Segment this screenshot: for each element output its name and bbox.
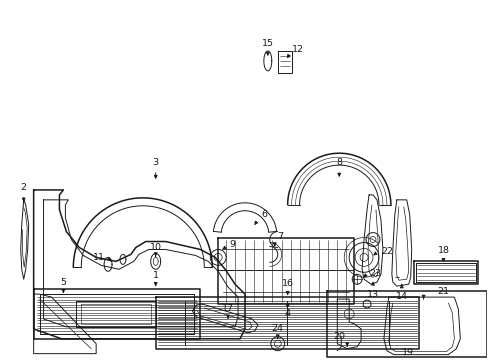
Text: 1: 1 (152, 271, 159, 280)
Text: 20: 20 (333, 332, 345, 341)
Text: 11: 11 (93, 253, 105, 262)
Text: 2: 2 (20, 184, 27, 193)
Text: 7: 7 (276, 232, 282, 241)
Text: 10: 10 (149, 243, 162, 252)
Text: 4: 4 (284, 310, 290, 319)
Text: 19: 19 (401, 348, 413, 357)
Text: 9: 9 (228, 240, 235, 249)
Text: 21: 21 (437, 287, 448, 296)
Text: 15: 15 (261, 39, 273, 48)
Text: 16: 16 (281, 279, 293, 288)
Text: 14: 14 (395, 292, 407, 301)
Text: 22: 22 (380, 247, 392, 256)
Text: 23: 23 (368, 269, 380, 278)
Text: 12: 12 (291, 45, 303, 54)
Text: 17: 17 (222, 303, 234, 312)
Text: 24: 24 (271, 324, 283, 333)
Text: 8: 8 (336, 158, 342, 167)
Text: 18: 18 (437, 246, 448, 255)
Text: 5: 5 (61, 278, 66, 287)
Text: 13: 13 (366, 289, 378, 298)
Text: 3: 3 (152, 158, 159, 167)
Text: 6: 6 (261, 210, 267, 219)
